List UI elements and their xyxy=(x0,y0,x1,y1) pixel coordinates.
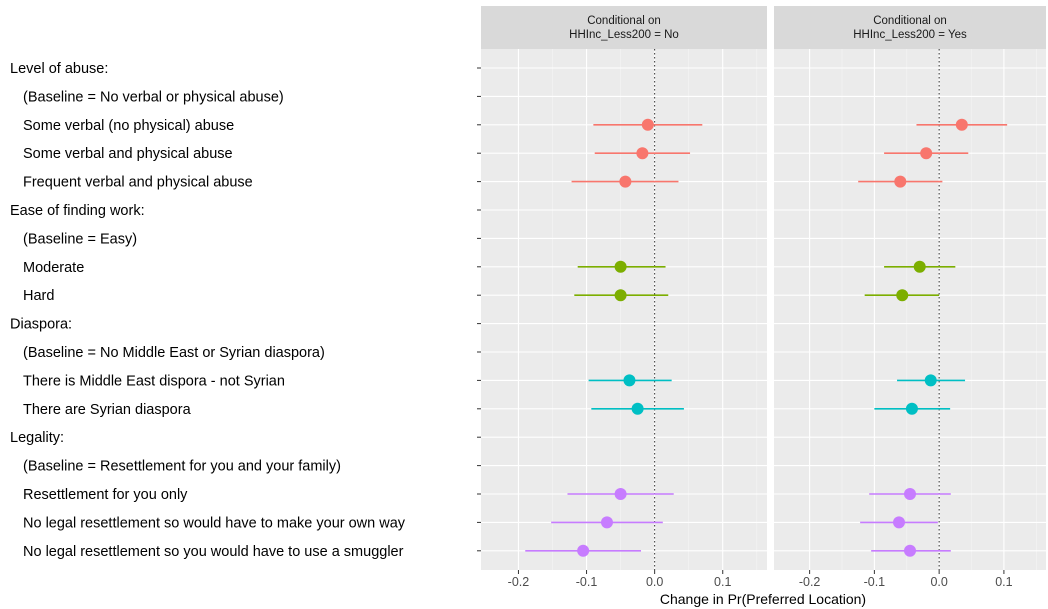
point-estimate xyxy=(913,260,926,273)
point-estimate xyxy=(924,374,937,387)
facet-title-line2: HHInc_Less200 = Yes xyxy=(853,29,967,41)
row-label: There are Syrian diaspora xyxy=(23,402,192,418)
row-label: No legal resettlement so you would have … xyxy=(23,544,404,560)
x-tick-label: 0.1 xyxy=(714,575,731,589)
point-estimate xyxy=(641,118,654,131)
row-label: (Baseline = Easy) xyxy=(23,231,137,247)
point-estimate xyxy=(619,175,632,188)
point-estimate xyxy=(905,402,918,415)
point-estimate xyxy=(614,260,627,273)
point-estimate xyxy=(955,118,968,131)
point-estimate xyxy=(894,175,907,188)
x-tick-label: -0.2 xyxy=(799,575,821,589)
x-tick-label: 0.0 xyxy=(930,575,947,589)
facet-title-line1: Conditional on xyxy=(873,15,947,27)
row-label: (Baseline = Resettlement for you and you… xyxy=(23,459,341,475)
row-group-header: Level of abuse: xyxy=(10,61,108,77)
panel-background xyxy=(481,49,767,570)
row-label: Moderate xyxy=(23,260,84,276)
row-label: No legal resettlement so would have to m… xyxy=(23,515,406,531)
row-label: Frequent verbal and physical abuse xyxy=(23,175,253,191)
row-label: Some verbal (no physical) abuse xyxy=(23,118,234,134)
point-estimate xyxy=(896,289,909,302)
x-tick-label: 0.0 xyxy=(646,575,663,589)
x-tick-label: -0.2 xyxy=(508,575,530,589)
point-estimate xyxy=(904,544,916,557)
x-axis-title: Change in Pr(Preferred Location) xyxy=(660,591,866,607)
point-estimate xyxy=(904,488,916,500)
row-label: Resettlement for you only xyxy=(23,487,188,503)
row-group-header: Diaspora: xyxy=(10,317,72,333)
point-estimate xyxy=(614,488,627,500)
row-group-header: Ease of finding work: xyxy=(10,203,145,219)
facet-title-line2: HHInc_Less200 = No xyxy=(569,29,679,41)
facet-title-line1: Conditional on xyxy=(587,15,661,27)
point-estimate xyxy=(600,516,613,529)
point-estimate xyxy=(892,516,905,529)
row-label: Hard xyxy=(23,288,54,304)
facet-strip xyxy=(774,6,1046,49)
x-tick-label: 0.1 xyxy=(995,575,1012,589)
point-estimate xyxy=(577,544,590,557)
point-estimate xyxy=(614,289,627,302)
row-label: Some verbal and physical abuse xyxy=(23,146,233,162)
x-tick-label: -0.1 xyxy=(576,575,598,589)
point-estimate xyxy=(631,402,644,415)
row-group-header: Legality: xyxy=(10,430,64,446)
row-label: (Baseline = No verbal or physical abuse) xyxy=(23,89,284,105)
point-estimate xyxy=(920,147,933,160)
point-estimate xyxy=(636,147,649,160)
row-label: There is Middle East dispora - not Syria… xyxy=(23,373,285,389)
row-label: (Baseline = No Middle East or Syrian dia… xyxy=(23,345,325,361)
panel-background xyxy=(774,49,1046,570)
x-tick-label: -0.1 xyxy=(864,575,886,589)
facet-strip xyxy=(481,6,767,49)
point-estimate xyxy=(623,374,636,387)
